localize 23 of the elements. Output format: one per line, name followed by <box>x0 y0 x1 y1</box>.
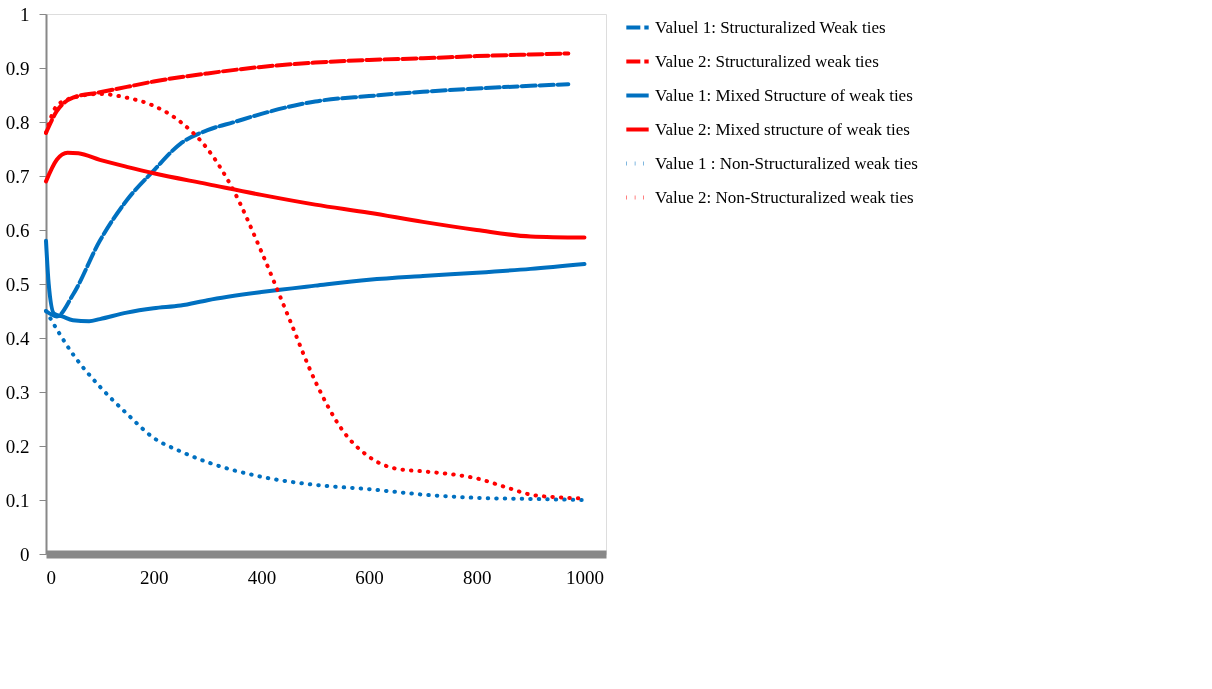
legend-label: Value 2: Mixed structure of weak ties <box>655 119 910 139</box>
legend-label: Valuel 1: Structuralized Weak ties <box>655 17 886 37</box>
x-tick-label: 400 <box>247 566 277 588</box>
y-tick-label: 0.5 <box>5 273 30 295</box>
x-tick-label: 200 <box>139 566 169 588</box>
y-tick-label: 0.4 <box>5 327 30 349</box>
x-tick-label: 800 <box>463 566 492 588</box>
legend-label: Value 1 : Non-Structuralized weak ties <box>655 153 918 173</box>
y-tick-label: 0.6 <box>5 219 30 241</box>
x-tick-label: 600 <box>355 566 384 588</box>
y-tick-label: 0.3 <box>5 381 30 403</box>
legend-label: Value 1: Mixed Structure of weak ties <box>655 85 913 105</box>
y-tick-label: 0.2 <box>5 435 30 457</box>
y-tick-label: 0.8 <box>5 111 30 133</box>
legend-label: Value 2: Structuralized weak ties <box>655 51 879 71</box>
x-tick-label: 1000 <box>565 566 604 588</box>
y-tick-label: 0.9 <box>5 57 30 79</box>
y-tick-label: 0.1 <box>5 489 30 511</box>
y-tick-label: 0.7 <box>5 165 30 187</box>
y-tick-label: 1 <box>20 3 30 25</box>
legend-label: Value 2: Non-Structuralized weak ties <box>655 187 914 207</box>
x-tick-label: 0 <box>46 566 56 588</box>
y-tick-label: 0 <box>20 543 30 565</box>
